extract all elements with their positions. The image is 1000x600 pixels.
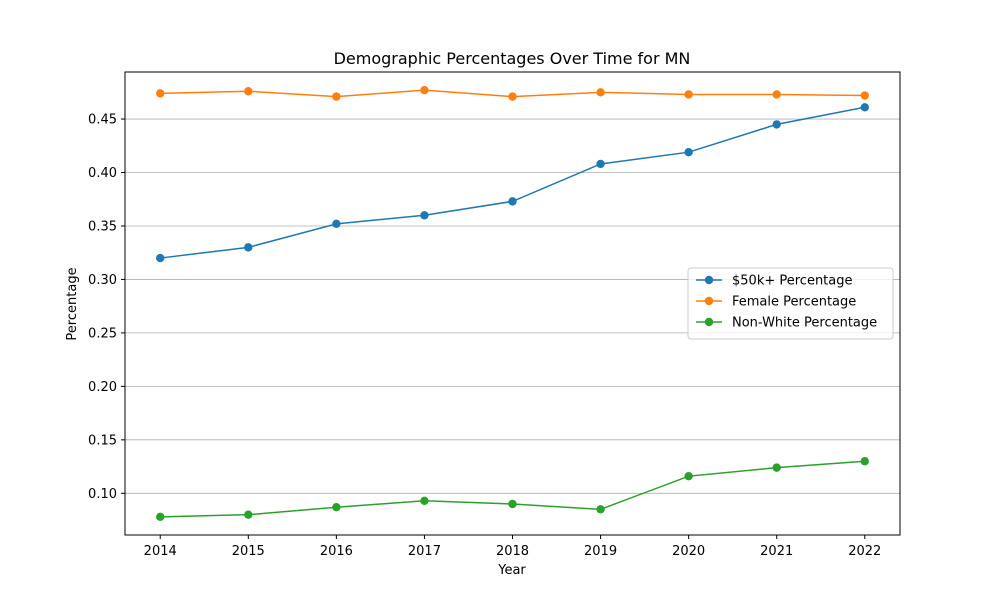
legend-label: $50k+ Percentage: [732, 274, 853, 289]
x-axis: 2014 2015 2016 2017 2018 2019 2020 2021 2022: [144, 535, 881, 559]
y-tick-label: 0.35: [88, 219, 117, 234]
data-point: [156, 253, 165, 263]
data-point: [596, 505, 605, 514]
data-point: [860, 103, 869, 112]
y-tick-label: 0.45: [88, 113, 117, 128]
legend-marker: [704, 275, 714, 285]
data-point: [244, 87, 253, 96]
data-point: [332, 502, 341, 512]
legend-marker: [704, 296, 714, 306]
data-point: [244, 243, 253, 252]
data-point: [156, 89, 165, 98]
series-group: [156, 85, 869, 522]
x-tick-label: 2019: [584, 544, 617, 559]
y-axis: 0.10 0.15 0.20 0.25 0.30 0.35 0.40 0.45: [88, 113, 125, 502]
data-point: [420, 211, 429, 220]
data-point: [332, 219, 341, 229]
y-tick-label: 0.20: [88, 380, 117, 395]
x-tick-label: 2014: [144, 544, 177, 559]
data-point: [860, 457, 869, 466]
legend: $50k+ Percentage Female Percentage Non-Whi…: [687, 267, 894, 340]
legend-label: Female Percentage: [732, 295, 856, 310]
data-point: [508, 499, 517, 509]
data-point: [772, 463, 781, 472]
y-tick-label: 0.15: [88, 433, 117, 448]
x-tick-label: 2018: [496, 544, 529, 559]
data-point: [860, 91, 869, 100]
x-tick-label: 2020: [672, 544, 705, 559]
data-point: [772, 120, 781, 129]
x-tick-label: 2015: [232, 544, 265, 559]
x-axis-title: Year: [497, 563, 526, 578]
data-point: [420, 496, 429, 505]
data-point: [156, 512, 165, 522]
y-tick-label: 0.40: [88, 166, 117, 181]
legend-marker: [704, 317, 714, 327]
data-point: [508, 197, 517, 206]
data-point: [244, 510, 253, 519]
series-2: [156, 85, 869, 101]
legend-item: Non-White Percentage: [696, 316, 877, 331]
y-tick-label: 0.25: [88, 326, 117, 341]
data-point: [596, 88, 605, 97]
x-tick-label: 2017: [408, 544, 441, 559]
data-point: [420, 85, 429, 95]
data-point: [332, 92, 341, 101]
x-tick-label: 2022: [848, 544, 881, 559]
data-point: [772, 90, 781, 99]
data-point: [684, 90, 693, 99]
gridlines: [125, 118, 900, 494]
legend-item: $50k+ Percentage: [696, 274, 853, 289]
y-axis-title: Percentage: [65, 267, 80, 340]
x-tick-label: 2016: [320, 544, 353, 559]
y-tick-label: 0.10: [88, 487, 117, 502]
chart-title: Demographic Percentages Over Time for MN: [334, 49, 691, 68]
data-point: [596, 159, 605, 169]
data-point: [684, 471, 693, 481]
legend-item: Female Percentage: [696, 295, 856, 310]
series-3: [156, 457, 869, 522]
legend-box: [687, 267, 894, 340]
y-tick-label: 0.30: [88, 273, 117, 288]
x-tick-label: 2021: [760, 544, 793, 559]
series-1: [156, 103, 869, 263]
legend-label: Non-White Percentage: [732, 316, 877, 331]
data-point: [508, 92, 517, 101]
data-point: [684, 147, 693, 157]
